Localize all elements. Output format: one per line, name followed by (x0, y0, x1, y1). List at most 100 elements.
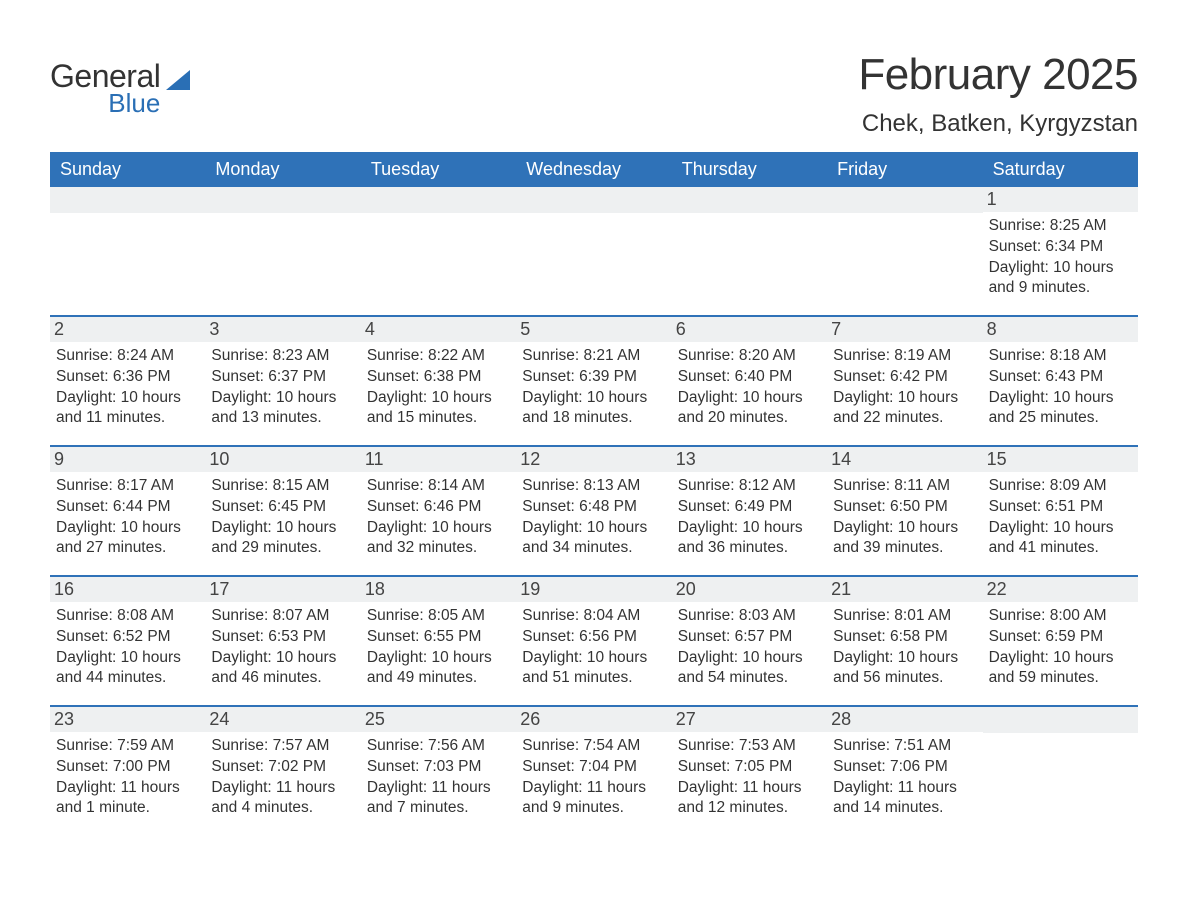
day-body: Sunrise: 7:51 AMSunset: 7:06 PMDaylight:… (833, 736, 976, 819)
day-number (983, 707, 1138, 733)
day-number: 11 (361, 447, 516, 472)
sunrise-line: Sunrise: 8:23 AM (211, 346, 354, 366)
day-cell: 23Sunrise: 7:59 AMSunset: 7:00 PMDayligh… (50, 707, 205, 835)
sunrise-line: Sunrise: 8:15 AM (211, 476, 354, 496)
sunset-line: Sunset: 6:46 PM (367, 497, 510, 517)
day-number: 8 (983, 317, 1138, 342)
daylight-line: Daylight: 11 hours and 4 minutes. (211, 778, 354, 818)
sunset-line: Sunset: 6:51 PM (989, 497, 1132, 517)
sunset-line: Sunset: 6:38 PM (367, 367, 510, 387)
day-body: Sunrise: 8:11 AMSunset: 6:50 PMDaylight:… (833, 476, 976, 559)
sunset-line: Sunset: 7:00 PM (56, 757, 199, 777)
daylight-line: Daylight: 10 hours and 59 minutes. (989, 648, 1132, 688)
day-body: Sunrise: 8:05 AMSunset: 6:55 PMDaylight:… (367, 606, 510, 689)
sunrise-line: Sunrise: 8:07 AM (211, 606, 354, 626)
day-body: Sunrise: 8:07 AMSunset: 6:53 PMDaylight:… (211, 606, 354, 689)
day-body: Sunrise: 8:18 AMSunset: 6:43 PMDaylight:… (989, 346, 1132, 429)
sunrise-line: Sunrise: 8:21 AM (522, 346, 665, 366)
logo: General Blue (50, 50, 192, 116)
sunset-line: Sunset: 6:34 PM (989, 237, 1132, 257)
day-number: 5 (516, 317, 671, 342)
sunrise-line: Sunrise: 8:04 AM (522, 606, 665, 626)
day-body: Sunrise: 8:01 AMSunset: 6:58 PMDaylight:… (833, 606, 976, 689)
daylight-line: Daylight: 10 hours and 39 minutes. (833, 518, 976, 558)
daylight-line: Daylight: 10 hours and 9 minutes. (989, 258, 1132, 298)
day-cell (516, 187, 671, 315)
sunrise-line: Sunrise: 8:09 AM (989, 476, 1132, 496)
sunrise-line: Sunrise: 8:01 AM (833, 606, 976, 626)
sunrise-line: Sunrise: 8:13 AM (522, 476, 665, 496)
day-number: 19 (516, 577, 671, 602)
day-cell: 27Sunrise: 7:53 AMSunset: 7:05 PMDayligh… (672, 707, 827, 835)
day-cell (827, 187, 982, 315)
day-number: 23 (50, 707, 205, 732)
day-cell: 26Sunrise: 7:54 AMSunset: 7:04 PMDayligh… (516, 707, 671, 835)
daylight-line: Daylight: 10 hours and 41 minutes. (989, 518, 1132, 558)
sunset-line: Sunset: 6:42 PM (833, 367, 976, 387)
days-of-week-header: SundayMondayTuesdayWednesdayThursdayFrid… (50, 152, 1138, 187)
sunset-line: Sunset: 6:52 PM (56, 627, 199, 647)
day-cell: 8 Sunrise: 8:18 AMSunset: 6:43 PMDaylight… (983, 317, 1138, 445)
sunrise-line: Sunrise: 7:56 AM (367, 736, 510, 756)
day-body: Sunrise: 8:08 AMSunset: 6:52 PMDaylight:… (56, 606, 199, 689)
sunrise-line: Sunrise: 8:08 AM (56, 606, 199, 626)
day-cell: 17Sunrise: 8:07 AMSunset: 6:53 PMDayligh… (205, 577, 360, 705)
sunrise-line: Sunrise: 8:03 AM (678, 606, 821, 626)
day-cell: 24Sunrise: 7:57 AMSunset: 7:02 PMDayligh… (205, 707, 360, 835)
daylight-line: Daylight: 11 hours and 1 minute. (56, 778, 199, 818)
dow-cell: Wednesday (516, 152, 671, 187)
day-number: 14 (827, 447, 982, 472)
sunset-line: Sunset: 7:04 PM (522, 757, 665, 777)
day-number: 27 (672, 707, 827, 732)
dow-cell: Thursday (672, 152, 827, 187)
day-body: Sunrise: 8:00 AMSunset: 6:59 PMDaylight:… (989, 606, 1132, 689)
day-number: 3 (205, 317, 360, 342)
day-cell: 11Sunrise: 8:14 AMSunset: 6:46 PMDayligh… (361, 447, 516, 575)
day-number: 25 (361, 707, 516, 732)
sunrise-line: Sunrise: 8:14 AM (367, 476, 510, 496)
day-number: 10 (205, 447, 360, 472)
sunrise-line: Sunrise: 7:54 AM (522, 736, 665, 756)
week-row: 9 Sunrise: 8:17 AMSunset: 6:44 PMDaylight… (50, 445, 1138, 575)
day-cell: 16Sunrise: 8:08 AMSunset: 6:52 PMDayligh… (50, 577, 205, 705)
sunrise-line: Sunrise: 7:57 AM (211, 736, 354, 756)
sunset-line: Sunset: 6:43 PM (989, 367, 1132, 387)
day-number: 26 (516, 707, 671, 732)
day-cell (672, 187, 827, 315)
day-number: 9 (50, 447, 205, 472)
day-body: Sunrise: 8:22 AMSunset: 6:38 PMDaylight:… (367, 346, 510, 429)
sunset-line: Sunset: 6:58 PM (833, 627, 976, 647)
dow-cell: Friday (827, 152, 982, 187)
sunrise-line: Sunrise: 8:20 AM (678, 346, 821, 366)
page-title: February 2025 (858, 50, 1138, 100)
daylight-line: Daylight: 10 hours and 34 minutes. (522, 518, 665, 558)
day-number: 20 (672, 577, 827, 602)
day-body: Sunrise: 8:03 AMSunset: 6:57 PMDaylight:… (678, 606, 821, 689)
location-subtitle: Chek, Batken, Kyrgyzstan (858, 110, 1138, 138)
day-body: Sunrise: 8:09 AMSunset: 6:51 PMDaylight:… (989, 476, 1132, 559)
day-number: 18 (361, 577, 516, 602)
daylight-line: Daylight: 10 hours and 56 minutes. (833, 648, 976, 688)
daylight-line: Daylight: 10 hours and 18 minutes. (522, 388, 665, 428)
day-body: Sunrise: 8:17 AMSunset: 6:44 PMDaylight:… (56, 476, 199, 559)
sunrise-line: Sunrise: 7:51 AM (833, 736, 976, 756)
week-row: 23Sunrise: 7:59 AMSunset: 7:00 PMDayligh… (50, 705, 1138, 835)
sunset-line: Sunset: 6:50 PM (833, 497, 976, 517)
sunrise-line: Sunrise: 8:19 AM (833, 346, 976, 366)
daylight-line: Daylight: 11 hours and 7 minutes. (367, 778, 510, 818)
daylight-line: Daylight: 10 hours and 46 minutes. (211, 648, 354, 688)
day-cell: 2Sunrise: 8:24 AMSunset: 6:36 PMDaylight… (50, 317, 205, 445)
daylight-line: Daylight: 10 hours and 51 minutes. (522, 648, 665, 688)
daylight-line: Daylight: 10 hours and 15 minutes. (367, 388, 510, 428)
sunrise-line: Sunrise: 8:05 AM (367, 606, 510, 626)
sunset-line: Sunset: 7:02 PM (211, 757, 354, 777)
daylight-line: Daylight: 10 hours and 25 minutes. (989, 388, 1132, 428)
daylight-line: Daylight: 10 hours and 13 minutes. (211, 388, 354, 428)
day-cell: 6Sunrise: 8:20 AMSunset: 6:40 PMDaylight… (672, 317, 827, 445)
header: General Blue February 2025 Chek, Batken,… (50, 50, 1138, 138)
daylight-line: Daylight: 10 hours and 29 minutes. (211, 518, 354, 558)
day-cell: 15Sunrise: 8:09 AMSunset: 6:51 PMDayligh… (983, 447, 1138, 575)
day-cell (50, 187, 205, 315)
daylight-line: Daylight: 10 hours and 20 minutes. (678, 388, 821, 428)
sunset-line: Sunset: 6:37 PM (211, 367, 354, 387)
